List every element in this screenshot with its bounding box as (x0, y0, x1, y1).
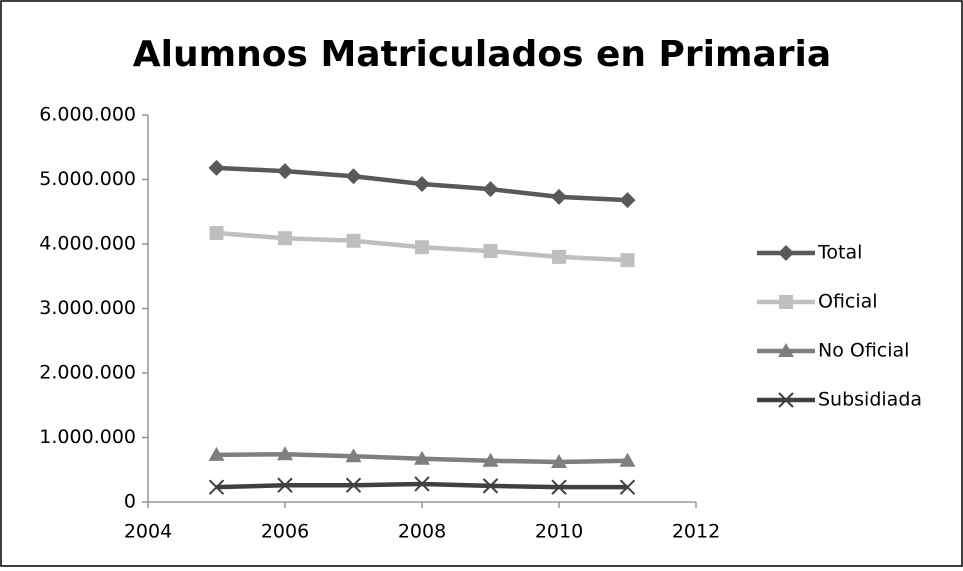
y-tick-label: 1.000.000 (39, 426, 136, 448)
marker (552, 249, 566, 264)
legend-marker (779, 295, 793, 309)
legend-marker (778, 392, 794, 408)
marker (414, 176, 430, 193)
marker (345, 477, 362, 493)
y-tick-label: 6.000.000 (39, 104, 136, 126)
marker (346, 233, 361, 248)
marker (414, 450, 430, 465)
y-tick-label: 2.000.000 (39, 362, 136, 384)
marker (278, 231, 292, 246)
legend-label: No Oficial (818, 340, 909, 362)
x-tick-label: 2008 (398, 521, 446, 543)
marker (619, 192, 636, 209)
marker (551, 479, 567, 495)
legend-label: Subsidiada (818, 389, 922, 411)
legend-label: Oficial (818, 291, 878, 313)
y-tick-label: 5.000.000 (39, 168, 136, 190)
marker (551, 454, 567, 469)
y-tick-label: 4.000.000 (39, 233, 136, 255)
marker (483, 244, 498, 259)
chart-title: Alumnos Matriculados en Primaria (133, 34, 831, 75)
y-tick-label: 0 (124, 491, 136, 513)
x-tick-label: 2010 (535, 521, 583, 543)
marker (551, 188, 567, 205)
y-tick-label: 3.000.000 (39, 297, 136, 319)
marker (277, 163, 293, 180)
x-tick-label: 2006 (261, 521, 309, 543)
marker (619, 452, 636, 467)
marker (345, 448, 362, 463)
marker (620, 253, 635, 268)
marker (277, 446, 293, 461)
marker (345, 168, 362, 185)
legend-marker (778, 245, 794, 261)
marker (277, 477, 293, 493)
marker (482, 452, 499, 467)
x-tick-label: 2004 (124, 521, 172, 543)
legend-label: Total (817, 242, 862, 264)
marker (208, 159, 225, 176)
marker (208, 479, 225, 495)
marker (209, 226, 224, 241)
marker (415, 240, 429, 255)
marker (482, 478, 499, 494)
marker (619, 479, 636, 495)
marker (414, 476, 430, 492)
marker (482, 181, 499, 198)
x-tick-label: 2012 (672, 521, 720, 543)
marker (208, 446, 225, 461)
legend-marker (778, 343, 794, 357)
